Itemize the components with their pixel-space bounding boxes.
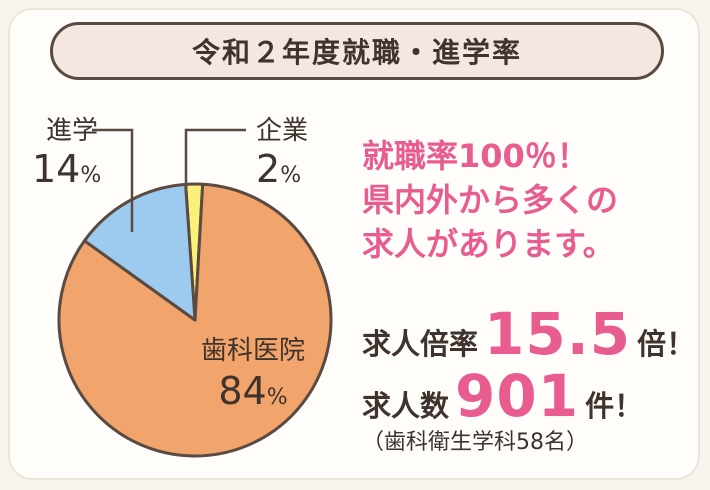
slice-pct-dental: 84% (218, 369, 288, 413)
page-title: 令和２年度就職・進学率 (50, 22, 664, 80)
slice-label-company: 企業 2% (256, 118, 308, 188)
stat-ratio-prefix: 求人倍率 (362, 327, 479, 361)
stat-ratio-value: 15.5 (484, 300, 632, 368)
headline-line-2: 県内外から多くの (362, 181, 619, 219)
department-note: （歯科衛生学科58名） (362, 430, 588, 455)
stat-count-suffix: 件！ (585, 389, 644, 423)
slice-name-further: 進学 (46, 116, 99, 146)
leader-line-further (92, 128, 134, 232)
stat-job-ratio: 求人倍率 15.5 倍！ (362, 300, 695, 368)
slice-pct-company: 2% (256, 147, 302, 191)
headline-line-1: 就職率100％！ (362, 137, 589, 175)
slice-label-further: 進学 14% (32, 118, 101, 188)
slice-name-dental: 歯科医院 (200, 336, 305, 366)
stat-ratio-suffix: 倍！ (637, 327, 696, 361)
pie-slice-further (82, 182, 197, 322)
slice-pct-further: 14% (32, 147, 102, 191)
stat-job-count: 求人数 901 件！ (362, 362, 643, 430)
leader-line-company (184, 128, 246, 194)
slice-label-dental: 歯科医院 84% (178, 338, 328, 410)
stat-count-prefix: 求人数 (362, 389, 450, 423)
stat-count-value: 901 (455, 362, 580, 430)
headline: 就職率100％！ 県内外から多くの 求人があります。 (362, 134, 692, 266)
slice-name-company: 企業 (256, 116, 309, 146)
headline-line-3: 求人があります。 (362, 225, 615, 263)
